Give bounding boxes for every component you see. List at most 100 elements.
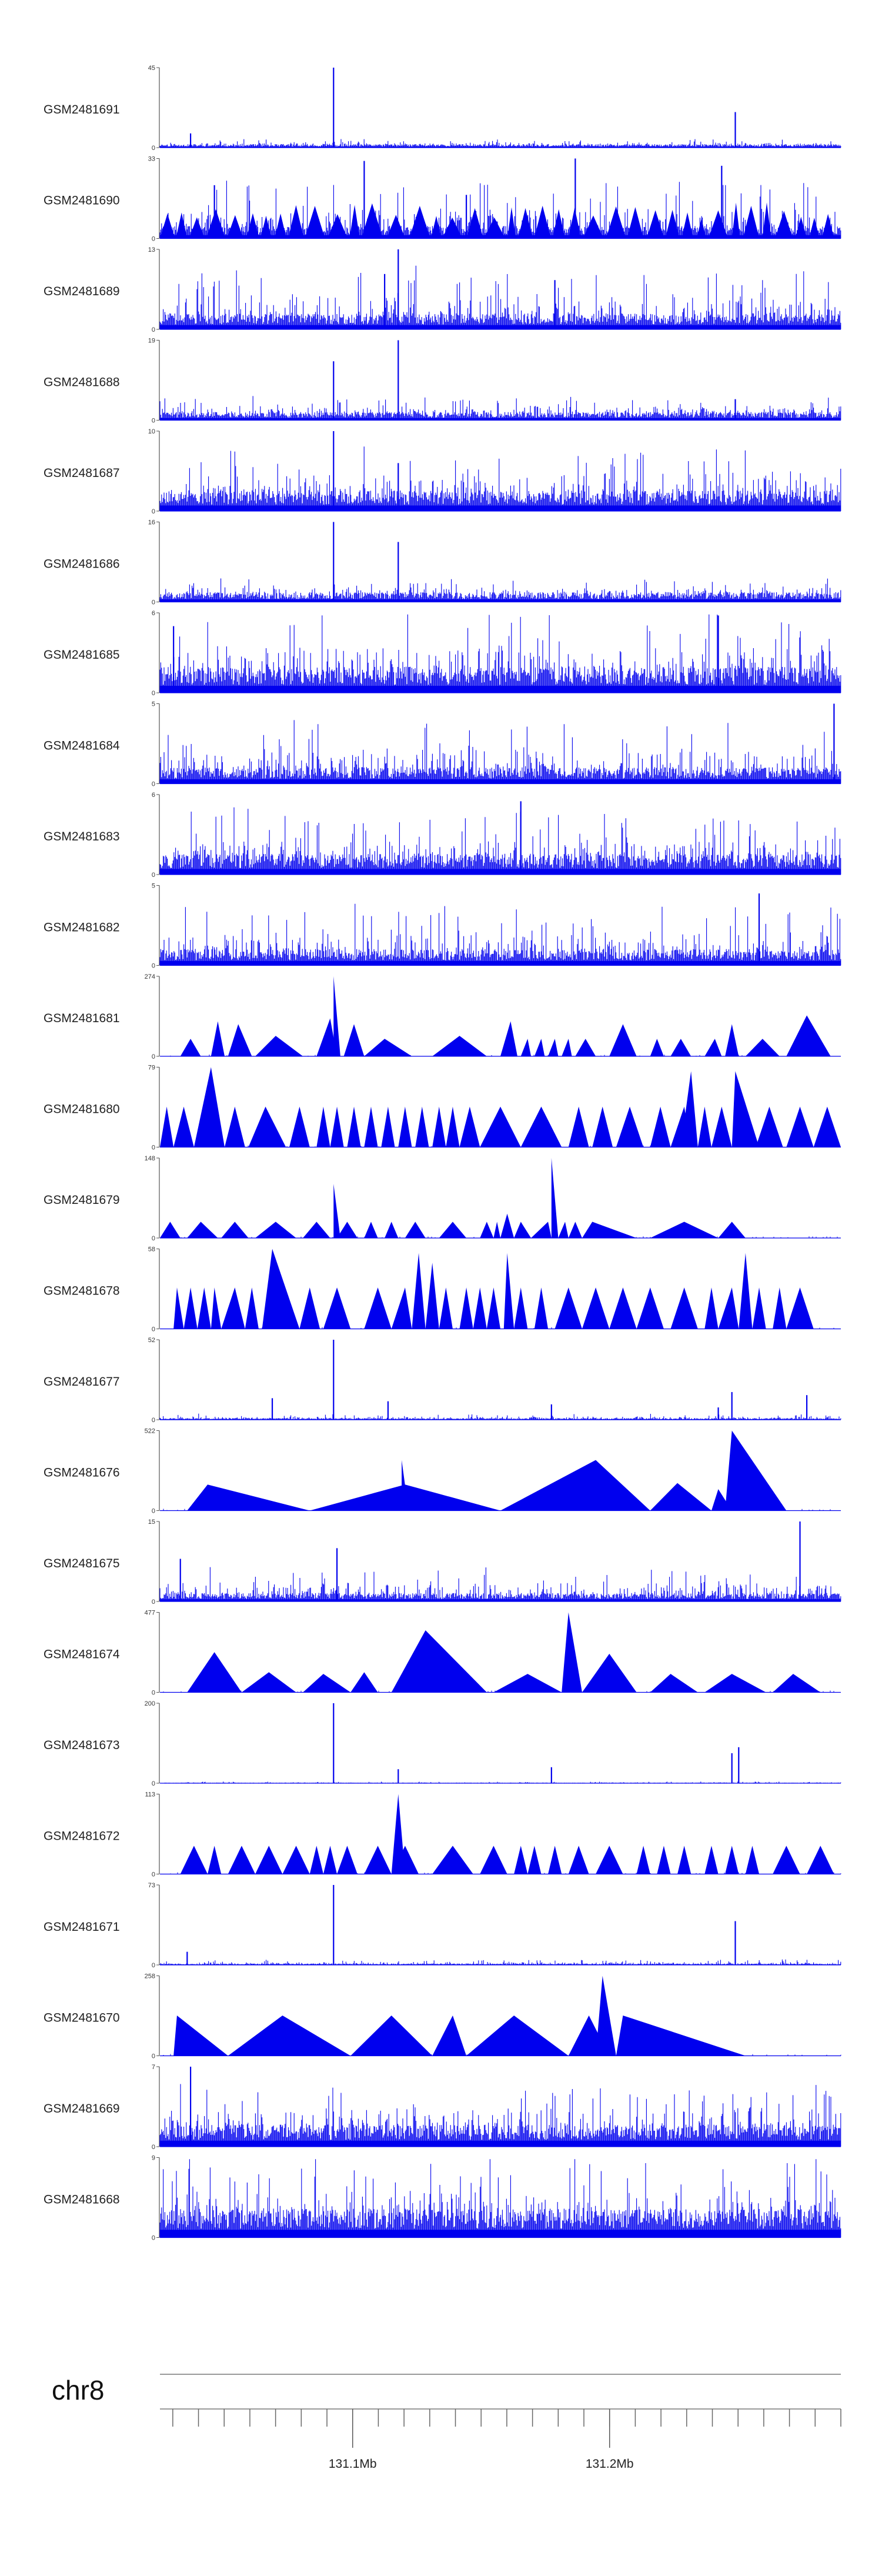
coverage-triangle	[650, 1222, 719, 1238]
y-max-tick-label: 522	[145, 1428, 155, 1435]
coverage-triangle	[364, 1106, 378, 1147]
coverage-triangle	[193, 1067, 225, 1147]
coverage-triangle	[773, 1674, 821, 1693]
signal-bars	[159, 265, 841, 329]
track-GSM2481677: GSM2481677 52 0	[44, 1337, 841, 1424]
track-label: GSM2481684	[44, 739, 120, 753]
coverage-triangle	[500, 1021, 517, 1056]
coverage-triangle	[173, 1106, 194, 1147]
coverage-triangle	[391, 1630, 487, 1693]
coverage-triangle	[255, 1036, 303, 1056]
coverage-triangle	[255, 1222, 296, 1238]
coverage-triangle	[665, 209, 680, 239]
coverage-triangle	[221, 1287, 245, 1329]
coverage-triangle	[650, 1039, 664, 1056]
track-label: GSM2481673	[44, 1739, 120, 1752]
coverage-triangle	[582, 1287, 610, 1329]
track-label: GSM2481691	[44, 103, 120, 116]
coverage-triangle	[260, 215, 272, 239]
coverage-triangle	[187, 1484, 310, 1511]
coverage-triangle	[255, 1846, 283, 1874]
coverage-triangle	[197, 1287, 211, 1329]
y-max-tick-label: 5	[152, 701, 155, 708]
coverage-triangle	[364, 1039, 412, 1056]
coverage-triangle	[725, 1846, 739, 1874]
y-zero-tick-label: 0	[152, 781, 155, 788]
y-max-tick-label: 73	[148, 1882, 155, 1889]
y-zero-tick-label: 0	[152, 326, 155, 333]
coverage-triangle	[786, 1287, 814, 1329]
coverage-triangle	[575, 1039, 596, 1056]
coverage-triangle	[808, 218, 820, 239]
track-label: GSM2481680	[44, 1103, 120, 1116]
coverage-triangle	[680, 1071, 698, 1147]
coverage-triangle	[364, 1222, 378, 1238]
coverage-triangle	[288, 205, 304, 239]
y-zero-tick-label: 0	[152, 1417, 155, 1424]
genome-axis: chr8 131.1Mb 131.2Mb	[52, 2374, 841, 2471]
coverage-triangle	[616, 2015, 746, 2056]
coverage-triangle	[534, 1287, 549, 1329]
coverage-triangle	[364, 1846, 392, 1874]
coverage-triangle	[551, 1158, 559, 1238]
coverage-triangle	[211, 1021, 225, 1056]
track-GSM2481679: GSM2481679 148 0	[44, 1155, 841, 1242]
track-GSM2481668: GSM2481668 9 0	[44, 2155, 841, 2242]
signal-bars	[159, 1413, 841, 1420]
signal-baseline	[160, 599, 841, 602]
signal-bars	[159, 2159, 841, 2238]
coverage-triangle	[439, 1222, 467, 1238]
coverage-triangle	[299, 1287, 320, 1329]
coverage-triangle	[160, 1222, 181, 1238]
coverage-triangle	[752, 1287, 766, 1329]
coverage-triangle	[459, 1106, 480, 1147]
coverage-triangle	[480, 1222, 494, 1238]
coverage-triangle	[211, 1287, 222, 1329]
coverage-triangle	[704, 1287, 719, 1329]
coverage-triangle	[507, 207, 516, 239]
coverage-triangle	[228, 1846, 256, 1874]
coverage-triangle	[514, 1287, 528, 1329]
coverage-triangle	[745, 1846, 760, 1874]
signal-bars	[159, 578, 841, 602]
coverage-triangle	[208, 1846, 222, 1874]
coverage-triangle	[807, 1846, 834, 1874]
y-zero-tick-label: 0	[152, 1326, 155, 1333]
track-GSM2481685: GSM2481685 6 0	[44, 610, 841, 697]
coverage-triangle	[473, 1287, 487, 1329]
signal-bars	[159, 1959, 841, 1965]
coverage-triangle	[534, 205, 552, 239]
coverage-triangle	[773, 1287, 787, 1329]
coverage-triangle	[786, 1106, 814, 1147]
coverage-triangle	[518, 208, 533, 239]
coverage-triangle	[596, 1846, 623, 1874]
coverage-triangle	[520, 1039, 532, 1056]
track-GSM2481681: GSM2481681 274 0	[44, 973, 841, 1060]
coverage-triangle	[349, 205, 360, 239]
signal-bars	[163, 1236, 838, 1238]
coverage-triangle	[275, 213, 287, 239]
coverage-triangle	[241, 1672, 296, 1693]
signal-bars	[159, 614, 841, 693]
track-label: GSM2481674	[44, 1648, 120, 1661]
coverage-triangle	[432, 1846, 473, 1874]
coverage-triangle	[650, 1106, 671, 1147]
coverage-triangle	[500, 1213, 514, 1238]
coverage-triangle	[282, 1846, 310, 1874]
coverage-triangle	[503, 1253, 514, 1329]
track-label: GSM2481672	[44, 1830, 120, 1843]
coverage-triangle	[609, 1287, 637, 1329]
signal-bars	[159, 139, 841, 148]
coverage-triangle	[609, 1024, 637, 1056]
coverage-triangle	[316, 1018, 338, 1056]
track-GSM2481691: GSM2481691 45 0	[44, 65, 841, 152]
signal-baseline	[160, 960, 841, 966]
coverage-triangle	[409, 205, 430, 239]
coverage-triangle	[646, 210, 664, 239]
track-GSM2481676: GSM2481676 522 0	[44, 1428, 841, 1515]
signal-baseline	[160, 418, 841, 421]
coverage-triangle	[226, 215, 243, 239]
track-GSM2481684: GSM2481684 5 0	[44, 701, 841, 788]
coverage-triangle	[650, 1483, 711, 1511]
y-max-tick-label: 33	[148, 156, 155, 163]
